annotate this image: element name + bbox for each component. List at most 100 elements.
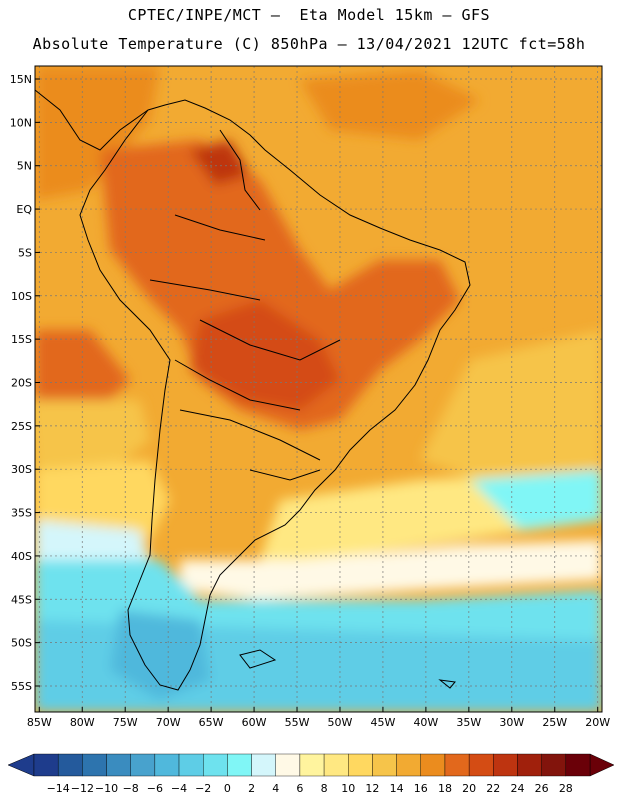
colorbar-box — [203, 753, 228, 777]
colorbar-box — [493, 753, 518, 777]
lon-label: 20W — [585, 716, 610, 729]
colorbar-box — [444, 753, 470, 777]
colorbar-over-arrow — [589, 753, 615, 777]
lon-label: 30W — [499, 716, 524, 729]
colorbar-box — [420, 753, 446, 777]
colorbar-box — [275, 753, 301, 777]
lat-label: 5N — [17, 160, 32, 173]
temperature-map: 15N 10N 5N EQ 5S 10S 15S 20S 25S 30S 35S 40S 45S 50S 5… — [10, 65, 610, 729]
colorbar-box — [348, 753, 373, 777]
colorbar-label: 16 — [414, 782, 428, 795]
field-region-atlantic-cool — [420, 330, 602, 480]
lat-label: 15N — [10, 73, 32, 86]
colorbar-label: 18 — [438, 782, 452, 795]
plot-frame — [34, 65, 603, 713]
colorbar-label: 0 — [224, 782, 231, 795]
colorbar-box — [323, 753, 349, 777]
colorbar-box — [178, 753, 204, 777]
lat-label: 30S — [11, 463, 32, 476]
lon-label: 70W — [156, 716, 181, 729]
country-borders — [149, 129, 341, 481]
longitude-labels: 85W 80W 75W 70W 65W 60W 55W 50W 45W 40W 35W 30W 25W 2… — [27, 707, 610, 729]
colorbar-box — [541, 753, 567, 777]
lon-label: 55W — [285, 716, 310, 729]
colorbar-label: 12 — [365, 782, 379, 795]
lat-label: 20S — [11, 376, 32, 389]
lat-label: 40S — [11, 550, 32, 563]
colorbar-box — [130, 753, 156, 777]
lat-label: 25S — [11, 420, 32, 433]
colorbar-box — [57, 753, 83, 777]
field-region-guiana-hot — [190, 140, 250, 185]
colorbar-box — [82, 753, 107, 777]
colorbar-label: −8 — [123, 782, 139, 795]
colorbar-label: 10 — [341, 782, 355, 795]
colorbar-under-arrow — [7, 753, 35, 777]
colorbar-label: 6 — [296, 782, 303, 795]
colorbar-tick-labels: −14 −12 −10 −8 −6 −4 −2 0 2 4 6 8 10 12 14 16 18 20 22 24 26… — [47, 782, 573, 795]
colorbar-label: 20 — [462, 782, 476, 795]
colorbar-box — [396, 753, 421, 777]
colorbar-box — [227, 753, 252, 777]
colorbar-label: −4 — [171, 782, 187, 795]
lat-label: 35S — [11, 507, 32, 520]
lon-label: 80W — [70, 716, 95, 729]
lat-label: 10S — [11, 290, 32, 303]
field-region-pacific-cool — [35, 400, 150, 480]
lat-label: 15S — [11, 333, 32, 346]
lon-label: 65W — [199, 716, 224, 729]
latitude-labels: 15N 10N 5N EQ 5S 10S 15S 20S 25S 30S 35S 40S 45S 50S 5… — [10, 73, 40, 693]
field-region-patagonia-mild — [180, 540, 602, 600]
field-region-continent-hot — [190, 300, 340, 410]
colorbar-box — [251, 753, 276, 777]
lat-label: 45S — [11, 593, 32, 606]
islands — [239, 649, 456, 689]
colorbar-box — [565, 753, 591, 777]
colorbar-box — [33, 753, 59, 777]
lat-label: EQ — [16, 203, 32, 216]
colorbar-label: 24 — [510, 782, 524, 795]
coastlines — [35, 89, 471, 691]
colorbar: −14 −12 −10 −8 −6 −4 −2 0 2 4 6 8 10 12 14 16 18 20 22 24 26… — [7, 753, 615, 795]
lon-label: 45W — [370, 716, 395, 729]
colorbar-box — [468, 753, 494, 777]
lon-label: 60W — [242, 716, 267, 729]
colorbar-label: 26 — [535, 782, 549, 795]
colorbar-boxes — [7, 753, 615, 777]
colorbar-label: 28 — [559, 782, 573, 795]
colorbar-label: 2 — [248, 782, 255, 795]
colorbar-label: 22 — [486, 782, 500, 795]
colorbar-label: −12 — [71, 782, 94, 795]
lat-label: 55S — [11, 680, 32, 693]
colorbar-box — [106, 753, 131, 777]
colorbar-label: −6 — [147, 782, 163, 795]
colorbar-label: 4 — [272, 782, 279, 795]
colorbar-label: −2 — [195, 782, 211, 795]
colorbar-label: 14 — [390, 782, 404, 795]
field-region-continent-warm — [100, 140, 460, 430]
lon-label: 75W — [113, 716, 138, 729]
colorbar-label: −10 — [95, 782, 118, 795]
field-region-pacific-warm — [35, 330, 130, 410]
field-region-chile-cold — [35, 520, 150, 570]
lon-label: 35W — [456, 716, 481, 729]
colorbar-label: −14 — [47, 782, 70, 795]
lon-label: 25W — [542, 716, 567, 729]
south-america-coast — [79, 99, 471, 691]
field-region-cold-lobe — [470, 470, 602, 530]
lon-label: 40W — [413, 716, 438, 729]
field-region-nw — [35, 66, 160, 200]
central-america-coast — [35, 89, 149, 151]
temperature-field — [35, 66, 602, 712]
colorbar-box — [299, 753, 325, 777]
lon-label: 50W — [328, 716, 353, 729]
colorbar-box — [154, 753, 180, 777]
chart-subtitle: Absolute Temperature (C) 850hPa – 13/04/… — [32, 35, 586, 53]
lat-label: 50S — [11, 637, 32, 650]
chart-title: CPTEC/INPE/MCT – Eta Model 15km – GFS — [127, 6, 491, 24]
colorbar-label: 8 — [321, 782, 328, 795]
lat-label: 10N — [10, 116, 32, 129]
colorbar-box — [517, 753, 542, 777]
lat-label: 5S — [18, 246, 32, 259]
lon-label: 85W — [27, 716, 52, 729]
